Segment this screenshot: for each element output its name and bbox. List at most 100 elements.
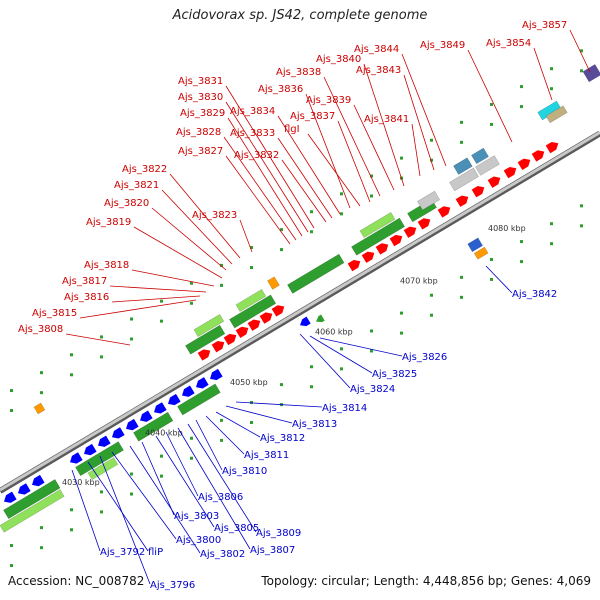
cds-block-light-shape <box>235 289 267 312</box>
forward-gene-arrow <box>223 333 237 346</box>
track-dot <box>70 353 73 357</box>
forward-gene-arrow-shape <box>361 251 375 263</box>
accession-text: Accession: NC_008782 <box>8 574 145 588</box>
forward-gene-label: Ajs_3821 <box>114 180 159 191</box>
forward-leader-line <box>65 333 131 346</box>
forward-leader-line <box>225 155 291 245</box>
forward-gene-label: Ajs_3822 <box>122 164 167 175</box>
forward-gene-arrow <box>389 234 403 247</box>
forward-leader-line <box>109 285 207 293</box>
forward-gene-arrow-shape <box>455 195 469 207</box>
reverse-leader-line <box>309 335 373 374</box>
forward-gene-arrow-shape <box>235 326 249 339</box>
forward-gene-label: Ajs_3818 <box>84 260 129 271</box>
reverse-gene-arrow-shape <box>316 314 325 323</box>
track-dot <box>220 263 223 267</box>
forward-leader-line <box>323 76 381 197</box>
forward-gene-label: Ajs_3830 <box>178 92 223 103</box>
track-dot <box>130 337 133 341</box>
track-dot <box>10 564 13 568</box>
rna-block-shape <box>33 402 46 415</box>
cds-block-shape <box>177 383 221 416</box>
forward-gene-arrow-shape <box>211 341 225 353</box>
cds-block-shape <box>351 217 406 256</box>
reverse-gene-label: Ajs_3802 <box>200 549 245 560</box>
reverse-gene-label: Ajs_3842 <box>512 289 557 300</box>
reverse-gene-arrow <box>70 452 83 464</box>
track-dot <box>280 248 283 252</box>
tick-label: 4070 kbp <box>400 277 438 286</box>
purple-block <box>582 64 600 83</box>
forward-leader-line <box>131 269 215 287</box>
track-dot <box>430 293 433 297</box>
forward-gene-label: Ajs_3819 <box>86 217 131 228</box>
track-dot <box>400 331 403 335</box>
track-dot <box>220 438 223 442</box>
forward-gene-arrow-shape <box>545 141 559 154</box>
forward-gene-label: Ajs_3843 <box>356 65 401 76</box>
track-dot <box>550 222 553 226</box>
tick-label: 4040 kbp <box>145 429 183 438</box>
reverse-gene-arrow <box>112 427 125 439</box>
reverse-leader-line <box>87 461 149 552</box>
forward-gene-arrow <box>487 176 501 188</box>
cds-block-light-shape <box>87 457 119 481</box>
track-dot <box>40 526 43 530</box>
forward-leader-line <box>353 104 395 191</box>
reverse-gene-arrow <box>316 314 325 323</box>
reverse-leader-line <box>299 333 351 389</box>
track-dot <box>190 281 193 285</box>
blue-block <box>471 147 489 165</box>
forward-gene-label: Ajs_3815 <box>32 308 77 319</box>
track-dot <box>10 409 13 413</box>
track-dot <box>520 240 523 244</box>
reverse-gene-arrow-shape <box>84 443 97 456</box>
forward-leader-line <box>223 136 297 241</box>
cds-block <box>185 324 226 355</box>
reverse-gene-arrow-shape <box>154 402 167 414</box>
track-dot <box>490 102 493 106</box>
track-dot <box>490 277 493 281</box>
reverse-gene-arrow-shape <box>140 410 153 422</box>
reverse-leader-line <box>187 423 257 533</box>
forward-leader-line <box>161 189 233 265</box>
reverse-gene-arrow <box>196 377 209 389</box>
track-dot <box>130 492 133 496</box>
reverse-leader-line <box>111 451 177 540</box>
cds-block-light <box>235 289 267 312</box>
cds-block <box>133 411 174 442</box>
track-dot <box>280 383 283 387</box>
track-dot <box>10 389 13 393</box>
forward-leader-line <box>363 63 405 187</box>
cds-block-light-shape <box>359 212 396 239</box>
forward-leader-line <box>307 133 361 207</box>
reverse-leader-line <box>141 441 175 516</box>
reverse-leader-line <box>195 419 223 471</box>
cds-block-light <box>359 212 396 239</box>
cds-block-light-shape <box>0 489 65 533</box>
reverse-gene-label: Ajs_3796 <box>150 580 195 591</box>
track-dot <box>550 242 553 246</box>
forward-gene-arrow <box>531 150 545 162</box>
forward-gene-arrow-shape <box>403 226 417 238</box>
cds-block-shape <box>3 479 61 520</box>
track-dot <box>250 266 253 269</box>
cds-block-light <box>193 314 225 337</box>
reverse-gene-arrow-shape <box>18 483 31 495</box>
forward-leader-line <box>225 85 315 229</box>
track-dot <box>40 546 43 550</box>
forward-leader-line <box>281 159 327 223</box>
forward-leader-line <box>239 219 253 253</box>
forward-gene-arrow <box>503 166 517 179</box>
track-dot <box>40 371 43 375</box>
track-dot <box>100 355 103 359</box>
cds-block-shape <box>229 294 277 329</box>
reverse-gene-arrow <box>32 474 45 487</box>
track-dot <box>400 156 403 160</box>
forward-leader-line <box>403 74 435 171</box>
track-dot <box>460 120 463 124</box>
track-dot <box>520 260 523 264</box>
track-dot <box>580 69 583 73</box>
forward-gene-arrow <box>417 218 431 230</box>
